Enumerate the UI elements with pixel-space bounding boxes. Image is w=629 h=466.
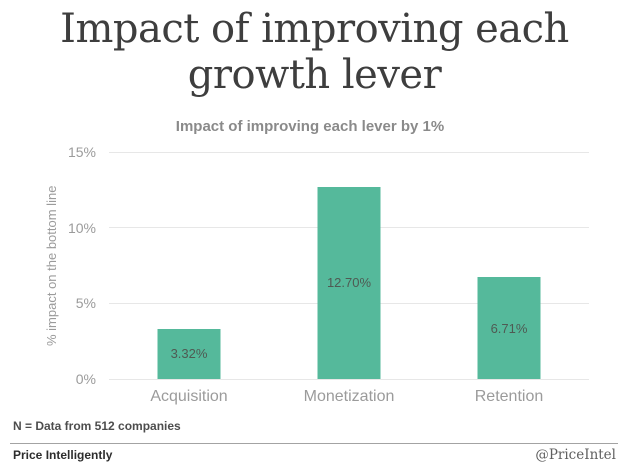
bar-cell-retention: 6.71%	[429, 152, 589, 379]
y-tick-label-10%: 10%	[67, 219, 96, 236]
bar-value-label: 3.32%	[170, 346, 208, 362]
footer-twitter-handle: @PriceIntel	[535, 447, 616, 463]
page-title-line1: Impact of improving each	[60, 6, 569, 52]
y-tick-label-5%: 5%	[75, 295, 96, 312]
gridline-15%	[109, 151, 589, 153]
footer: Price Intelligently @PriceIntel	[13, 447, 616, 463]
page-title: Impact of improving each growth lever	[0, 6, 629, 98]
bar-retention: 6.71%	[477, 277, 541, 379]
x-category-label-acquisition: Acquisition	[150, 388, 228, 405]
footer-divider	[10, 443, 618, 444]
gridline-0%	[109, 378, 589, 380]
bar-acquisition: 3.32%	[157, 328, 221, 379]
footnote: N = Data from 512 companies	[13, 419, 181, 433]
bar-cell-acquisition: 3.32%	[109, 152, 269, 379]
y-axis-tick-labels: 0% 5% 10% 15%	[38, 144, 96, 387]
bar-monetization: 12.70%	[317, 186, 381, 379]
x-category-label-monetization: Monetization	[303, 388, 395, 405]
y-tick-label-15%: 15%	[67, 144, 96, 160]
plot-area: 3.32% 12.70% 6.71%	[109, 151, 589, 380]
x-axis-category-labels: Acquisition Monetization Retention	[109, 388, 589, 406]
bar-value-label: 12.70%	[326, 275, 372, 291]
bar-value-label: 6.71%	[490, 320, 528, 336]
page-title-line2: growth lever	[187, 52, 442, 98]
bars-layer: 3.32% 12.70% 6.71%	[109, 152, 589, 379]
chart-title: Impact of improving each lever by 1%	[175, 118, 445, 135]
bar-cell-monetization: 12.70%	[269, 152, 429, 379]
x-category-label-retention: Retention	[474, 388, 544, 405]
y-tick-label-0%: 0%	[75, 371, 96, 387]
footer-brand: Price Intelligently	[13, 448, 113, 462]
growth-lever-bar-chart: Impact of improving each lever by 1% % i…	[0, 112, 629, 408]
